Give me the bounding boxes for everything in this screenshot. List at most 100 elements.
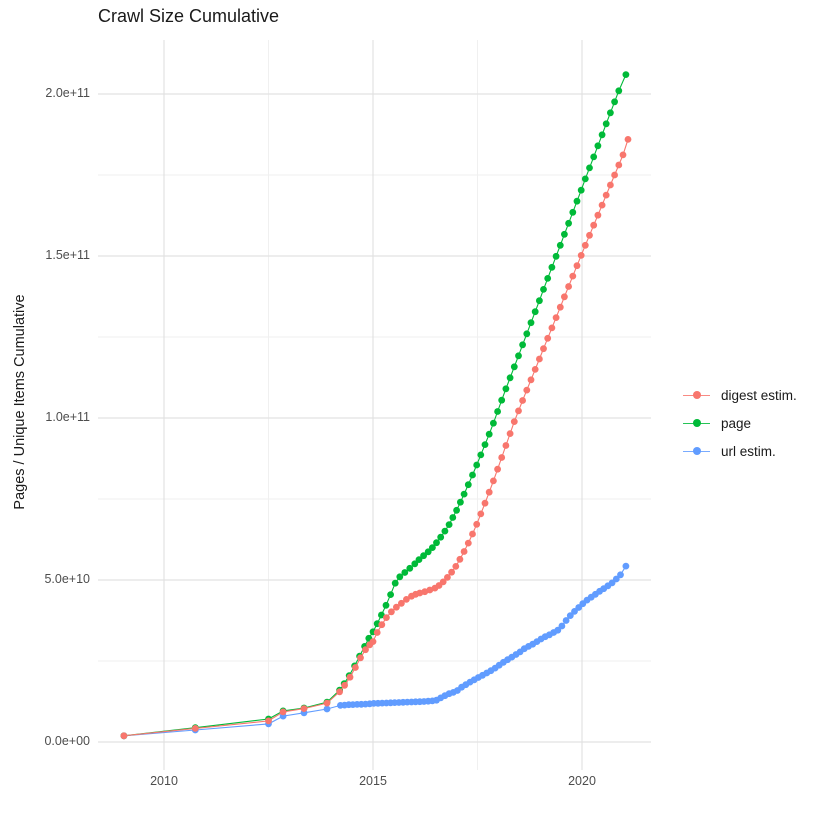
data-point: [548, 263, 556, 271]
legend-point-line-icon: [683, 418, 710, 428]
data-point: [536, 355, 543, 363]
data-point: [411, 560, 419, 568]
data-point: [562, 617, 570, 624]
data-point: [498, 396, 506, 404]
data-point: [622, 71, 630, 78]
data-point: [469, 471, 476, 479]
data-point: [396, 573, 404, 581]
data-point: [573, 262, 581, 270]
data-point: [477, 451, 485, 459]
data-point: [590, 221, 598, 229]
data-point: [573, 197, 581, 205]
data-point: [403, 596, 410, 603]
data-point: [452, 563, 460, 570]
chart-title: Crawl Size Cumulative: [98, 6, 280, 26]
series-line: [123, 139, 629, 737]
data-point: [611, 171, 618, 179]
data-point: [552, 252, 560, 260]
data-point: [420, 552, 427, 560]
x-tick-label: 2010: [150, 774, 178, 788]
series-line: [123, 565, 627, 737]
data-point: [437, 533, 445, 541]
y-tick-label: 5.0e+10: [44, 572, 90, 586]
data-point: [577, 186, 585, 194]
data-point: [498, 454, 506, 461]
data-point: [279, 708, 287, 716]
data-point: [556, 303, 564, 311]
y-tick-label: 1.5e+11: [45, 248, 90, 262]
data-point: [523, 386, 531, 394]
data-point: [346, 673, 354, 681]
data-point: [382, 601, 390, 609]
y-tick-label: 0.0e+00: [44, 734, 90, 748]
data-point: [357, 654, 364, 662]
legend-entry: page: [683, 409, 797, 437]
data-point: [561, 230, 568, 238]
data-point: [615, 161, 623, 169]
data-point: [611, 98, 618, 106]
data-point: [429, 544, 436, 551]
data-point: [448, 568, 455, 576]
data-point: [444, 574, 451, 581]
data-point: [502, 385, 510, 393]
data-point: [581, 241, 589, 249]
data-point: [556, 241, 564, 249]
data-point: [615, 87, 623, 95]
data-point: [341, 681, 348, 689]
data-point: [373, 629, 381, 636]
data-point: [265, 717, 272, 725]
data-point: [323, 699, 331, 707]
data-point: [456, 555, 464, 563]
data-point: [481, 499, 489, 507]
data-point: [457, 498, 464, 506]
legend-point-line-icon: [683, 390, 710, 400]
data-point: [552, 314, 560, 321]
data-point: [565, 283, 572, 290]
data-point: [506, 374, 514, 382]
data-point: [540, 286, 547, 293]
data-point: [612, 575, 620, 583]
data-point: [523, 330, 531, 338]
data-point: [378, 611, 385, 619]
data-point: [383, 614, 390, 621]
data-point: [464, 539, 472, 547]
data-point: [120, 732, 128, 740]
data-point: [433, 539, 440, 547]
data-point: [445, 521, 453, 528]
data-point: [191, 725, 199, 732]
data-point: [449, 514, 457, 521]
data-point: [388, 608, 395, 616]
data-point: [362, 646, 369, 654]
data-point: [590, 153, 598, 161]
x-tick-label: 2020: [568, 774, 596, 788]
data-point: [558, 622, 566, 630]
data-point: [598, 131, 606, 139]
data-point: [519, 397, 526, 404]
data-point: [602, 120, 610, 128]
data-point: [473, 520, 481, 528]
data-point: [536, 297, 543, 305]
legend: digest estim. page url estim.: [683, 381, 797, 465]
data-point: [464, 481, 472, 489]
data-point: [401, 569, 409, 576]
data-point: [453, 506, 460, 514]
data-point: [352, 664, 359, 671]
data-point: [481, 441, 489, 448]
data-point: [586, 231, 593, 239]
data-point: [569, 208, 577, 216]
data-point: [473, 461, 481, 469]
legend-label: digest estim.: [721, 387, 797, 403]
data-point: [439, 578, 447, 586]
data-point: [569, 272, 577, 280]
data-point: [602, 191, 610, 199]
y-tick-label: 1.0e+11: [45, 410, 90, 424]
data-point: [554, 626, 562, 634]
data-point: [393, 603, 400, 611]
data-point: [369, 638, 377, 645]
data-point: [527, 319, 535, 327]
legend-label: url estim.: [721, 443, 776, 459]
data-point: [531, 308, 539, 316]
data-point: [336, 688, 343, 696]
data-point: [519, 341, 526, 349]
data-point: [398, 599, 405, 607]
